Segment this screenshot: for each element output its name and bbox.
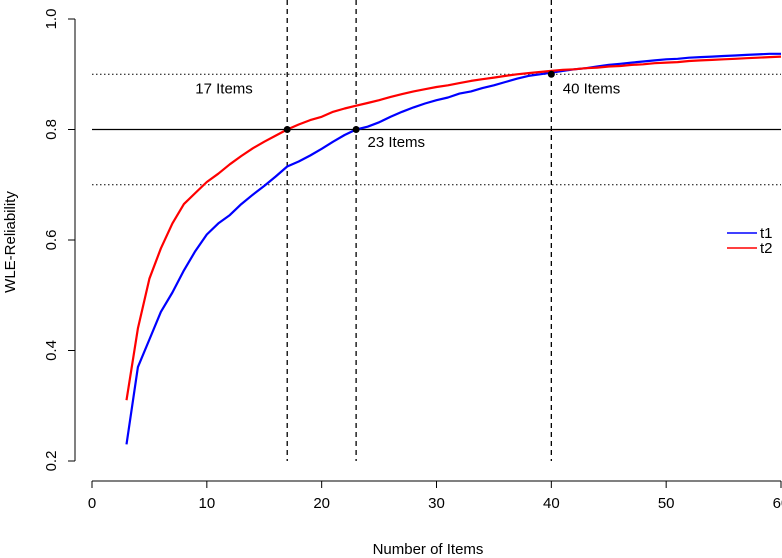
annotation-label: 23 Items (368, 134, 426, 151)
legend-label-t1: t1 (760, 225, 773, 242)
y-tick-label: 0.4 (43, 340, 60, 361)
y-axis-title: WLE-Reliability (2, 191, 19, 293)
marker-point (547, 70, 555, 78)
x-axis-title: Number of Items (373, 541, 484, 558)
series-line-t2 (125, 55, 782, 401)
annotation-label: 17 Items (195, 81, 253, 98)
x-tick-label: 0 (88, 495, 96, 512)
y-tick-label: 1.0 (43, 9, 60, 30)
x-tick-label: 50 (658, 495, 675, 512)
x-tick-label: 30 (428, 495, 445, 512)
marker-point (283, 126, 291, 133)
y-tick-label: 0.6 (43, 230, 60, 251)
plot-area: 17 Items 23 Items 40 Items 0 10 20 30 40 50 60 0.2… (43, 0, 782, 512)
marker-point (352, 126, 360, 133)
y-tick-label: 0.8 (43, 119, 60, 140)
x-tick-label: 20 (313, 495, 330, 512)
y-tick-label: 0.2 (43, 451, 60, 472)
x-tick-label: 60 (773, 495, 782, 512)
x-tick-label: 10 (198, 495, 215, 512)
x-tick-label: 40 (543, 495, 560, 512)
legend-label-t2: t2 (760, 240, 773, 257)
annotation-label: 40 Items (563, 81, 621, 98)
series-line-t1 (125, 52, 781, 445)
